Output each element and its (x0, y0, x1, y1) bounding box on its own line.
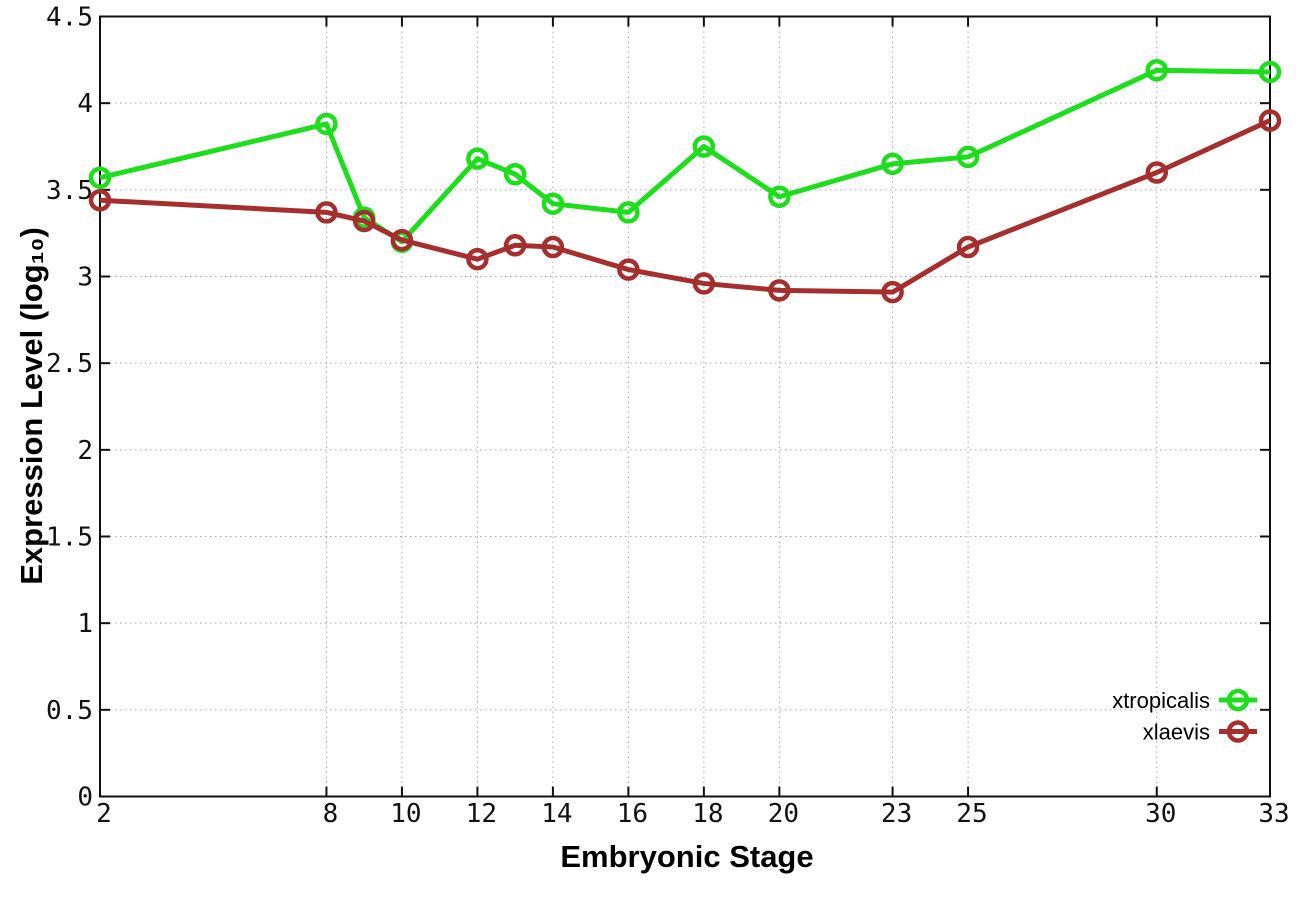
legend-label-xtropicalis: xtropicalis (1112, 688, 1210, 713)
data-point-xtropicalis (1258, 60, 1282, 84)
x-tick-label: 16 (617, 799, 648, 829)
data-point-xlaevis (692, 272, 716, 295)
x-tick-label: 25 (956, 799, 987, 829)
y-tick-label: 2.5 (46, 349, 93, 379)
data-point-xtropicalis (541, 192, 565, 215)
series-line-xtropicalis (99, 67, 1271, 245)
y-axis-title: Expression Level (log₁₀) (14, 227, 49, 585)
data-point-xlaevis (352, 209, 376, 233)
x-tick-label: 23 (881, 799, 912, 829)
x-tick-label: 33 (1258, 799, 1289, 829)
y-tick-label: 3 (77, 263, 93, 293)
data-point-xtropicalis (768, 185, 791, 209)
data-point-xtropicalis (617, 201, 640, 224)
data-point-xtropicalis (315, 112, 338, 136)
x-tick-label: 2 (96, 799, 112, 829)
data-point-xlaevis (541, 235, 565, 259)
legend: xtropicalis xlaevis (1112, 688, 1257, 745)
data-point-xtropicalis (503, 162, 527, 186)
data-point-xlaevis (88, 188, 112, 212)
y-tick-label: 1.5 (46, 523, 93, 553)
x-axis-title: Embryonic Stage (560, 839, 814, 874)
x-tick-label: 14 (541, 799, 572, 829)
data-point-xtropicalis (1145, 58, 1169, 82)
y-tick-label: 0 (77, 783, 93, 813)
y-tick-label: 2 (77, 436, 93, 466)
data-point-xlaevis (617, 258, 640, 281)
legend-label-xlaevis: xlaevis (1143, 720, 1210, 745)
y-tick-label: 4.5 (46, 3, 93, 33)
legend-marker-xtropicalis (1226, 688, 1250, 712)
data-point-xlaevis (390, 228, 414, 252)
data-point-xlaevis (1145, 161, 1169, 184)
data-point-xlaevis (881, 280, 904, 304)
x-tick-label: 10 (390, 799, 421, 829)
y-tick-label: 4 (77, 89, 93, 119)
legend-marker-xlaevis (1226, 720, 1250, 743)
y-tick-label: 3.5 (46, 176, 93, 206)
data-point-xtropicalis (466, 147, 489, 170)
x-tick-label: 18 (692, 799, 723, 829)
y-tick-label: 1 (77, 609, 93, 639)
data-point-xlaevis (1258, 109, 1282, 132)
x-tick-label: 30 (1145, 799, 1176, 829)
data-point-xlaevis (466, 247, 489, 271)
x-tick-label: 20 (768, 799, 799, 829)
y-tick-label: 0.5 (46, 696, 93, 726)
x-tick-label: 8 (323, 799, 339, 829)
data-point-xtropicalis (881, 152, 904, 176)
data-point-xtropicalis (692, 135, 716, 158)
series-line-xlaevis (99, 118, 1272, 295)
data-point-xlaevis (315, 201, 338, 224)
plot-border (99, 15, 1271, 798)
data-point-xlaevis (956, 235, 980, 259)
data-point-xtropicalis (956, 145, 980, 169)
x-tick-label: 12 (466, 799, 497, 829)
data-point-xtropicalis (88, 166, 112, 189)
data-point-xlaevis (768, 279, 791, 302)
data-point-xlaevis (503, 234, 527, 257)
